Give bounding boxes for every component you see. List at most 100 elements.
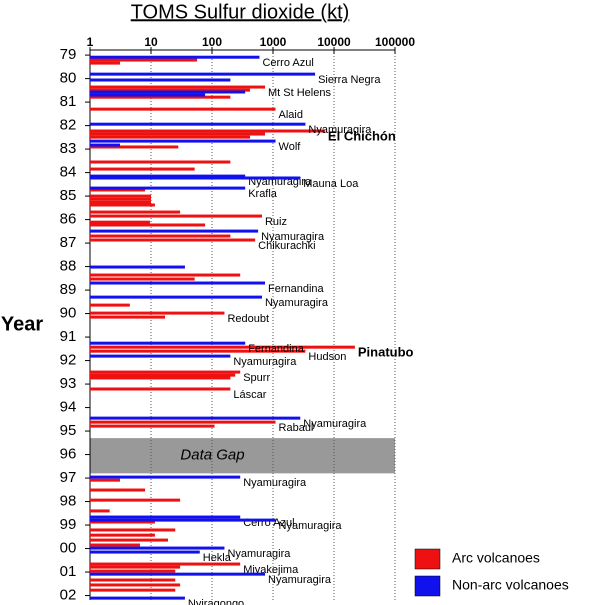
bar-label: Nyamuragira [303,418,367,430]
bar [90,78,231,82]
bar [90,303,130,307]
bar-label: Nyamuragira [233,356,297,368]
y-tick-label: 95 [60,422,77,439]
bar-label: Nyamuragira [308,124,372,136]
y-tick-label: 93 [60,375,77,392]
bar [90,229,259,233]
y-tick-label: 94 [60,399,77,416]
y-tick-label: 84 [60,164,77,181]
bar [90,370,241,374]
bar [90,200,151,204]
y-tick-label: 89 [60,281,77,298]
chart-title: TOMS Sulfur dioxide (kt) [131,1,350,23]
bar [90,93,206,97]
bar [90,538,169,542]
bar [90,210,181,214]
bar [90,518,276,522]
bar-label: Nyamuragira [279,520,343,532]
y-tick-label: 01 [60,563,77,580]
bar [90,135,251,139]
bar [90,373,236,377]
bar [90,572,266,576]
bar [90,223,206,227]
bar-label: Cerro Azul [262,57,313,69]
y-tick-label: 85 [60,187,77,204]
y-tick-label: 99 [60,516,77,533]
bar [90,562,241,566]
bar [90,95,231,99]
bar [90,565,181,569]
bar [90,281,266,285]
x-tick-label: 1 [87,35,94,49]
bar [90,546,225,550]
y-tick-label: 79 [60,46,77,63]
y-tick-label: 02 [60,587,77,604]
bar [90,122,306,126]
bar [90,543,140,547]
y-tick-label: 86 [60,211,77,228]
bar [90,354,231,358]
bar [90,160,231,164]
bar [90,107,276,111]
bar-label: Wolf [279,141,302,153]
bar [90,341,246,345]
bar-label: Chikurachki [258,240,315,252]
bar [90,143,120,147]
bar-label: Fernandina [268,283,325,295]
legend-label: Non-arc volcanoes [452,577,569,593]
bar [90,265,185,269]
y-tick-label: 98 [60,493,77,510]
bar [90,277,195,281]
bar [90,238,256,242]
y-tick-label: 87 [60,234,77,251]
bar [90,550,200,554]
bar [90,234,231,238]
bar [90,596,185,600]
bar-label: El Chichón [328,128,396,143]
bar [90,186,246,190]
y-tick-label: 81 [60,93,77,110]
legend-swatch [414,575,441,597]
bar [90,139,276,143]
bar-label: Hudson [308,351,346,363]
bar [90,376,231,380]
x-tick-label: 100 [202,35,222,49]
bar [90,167,195,171]
x-tick-label: 100000 [375,35,415,49]
bar-label: Krafla [248,188,278,200]
bar [90,197,151,201]
bar [90,420,276,424]
y-tick-label: 88 [60,258,77,275]
bar [90,61,120,65]
y-tick-label: 80 [60,70,77,87]
bar [90,220,150,224]
bar [90,85,266,89]
bar-label: Rabaul [279,422,314,434]
bar [90,194,151,198]
bar-label: Pinatubo [358,345,414,360]
bar-label: Fernandina [248,343,305,355]
y-axis-title: Year [1,313,43,335]
bar [90,90,246,94]
bar-label: Redoubt [227,313,269,325]
bar-label: Nyamuragira [265,297,329,309]
bar [90,311,225,315]
bar [90,424,215,428]
bar [90,498,181,502]
bar-label: Nyamuragira [243,477,307,489]
bar [90,88,251,92]
bar [90,533,155,537]
y-tick-label: 82 [60,117,77,134]
bar-label: Mt St Helens [268,87,331,99]
bar [90,387,231,391]
legend-swatch [414,548,441,570]
y-tick-label: 97 [60,469,77,486]
y-tick-label: 96 [60,446,77,463]
bar-label: Mauna Loa [303,178,359,190]
bar [90,176,301,180]
y-tick-label: 91 [60,328,77,345]
bar-label: Sierra Negra [318,74,381,86]
bar-label: Nyiragongo [188,598,244,605]
bar [90,58,198,62]
bar-label: Nyamuragira [261,231,325,243]
